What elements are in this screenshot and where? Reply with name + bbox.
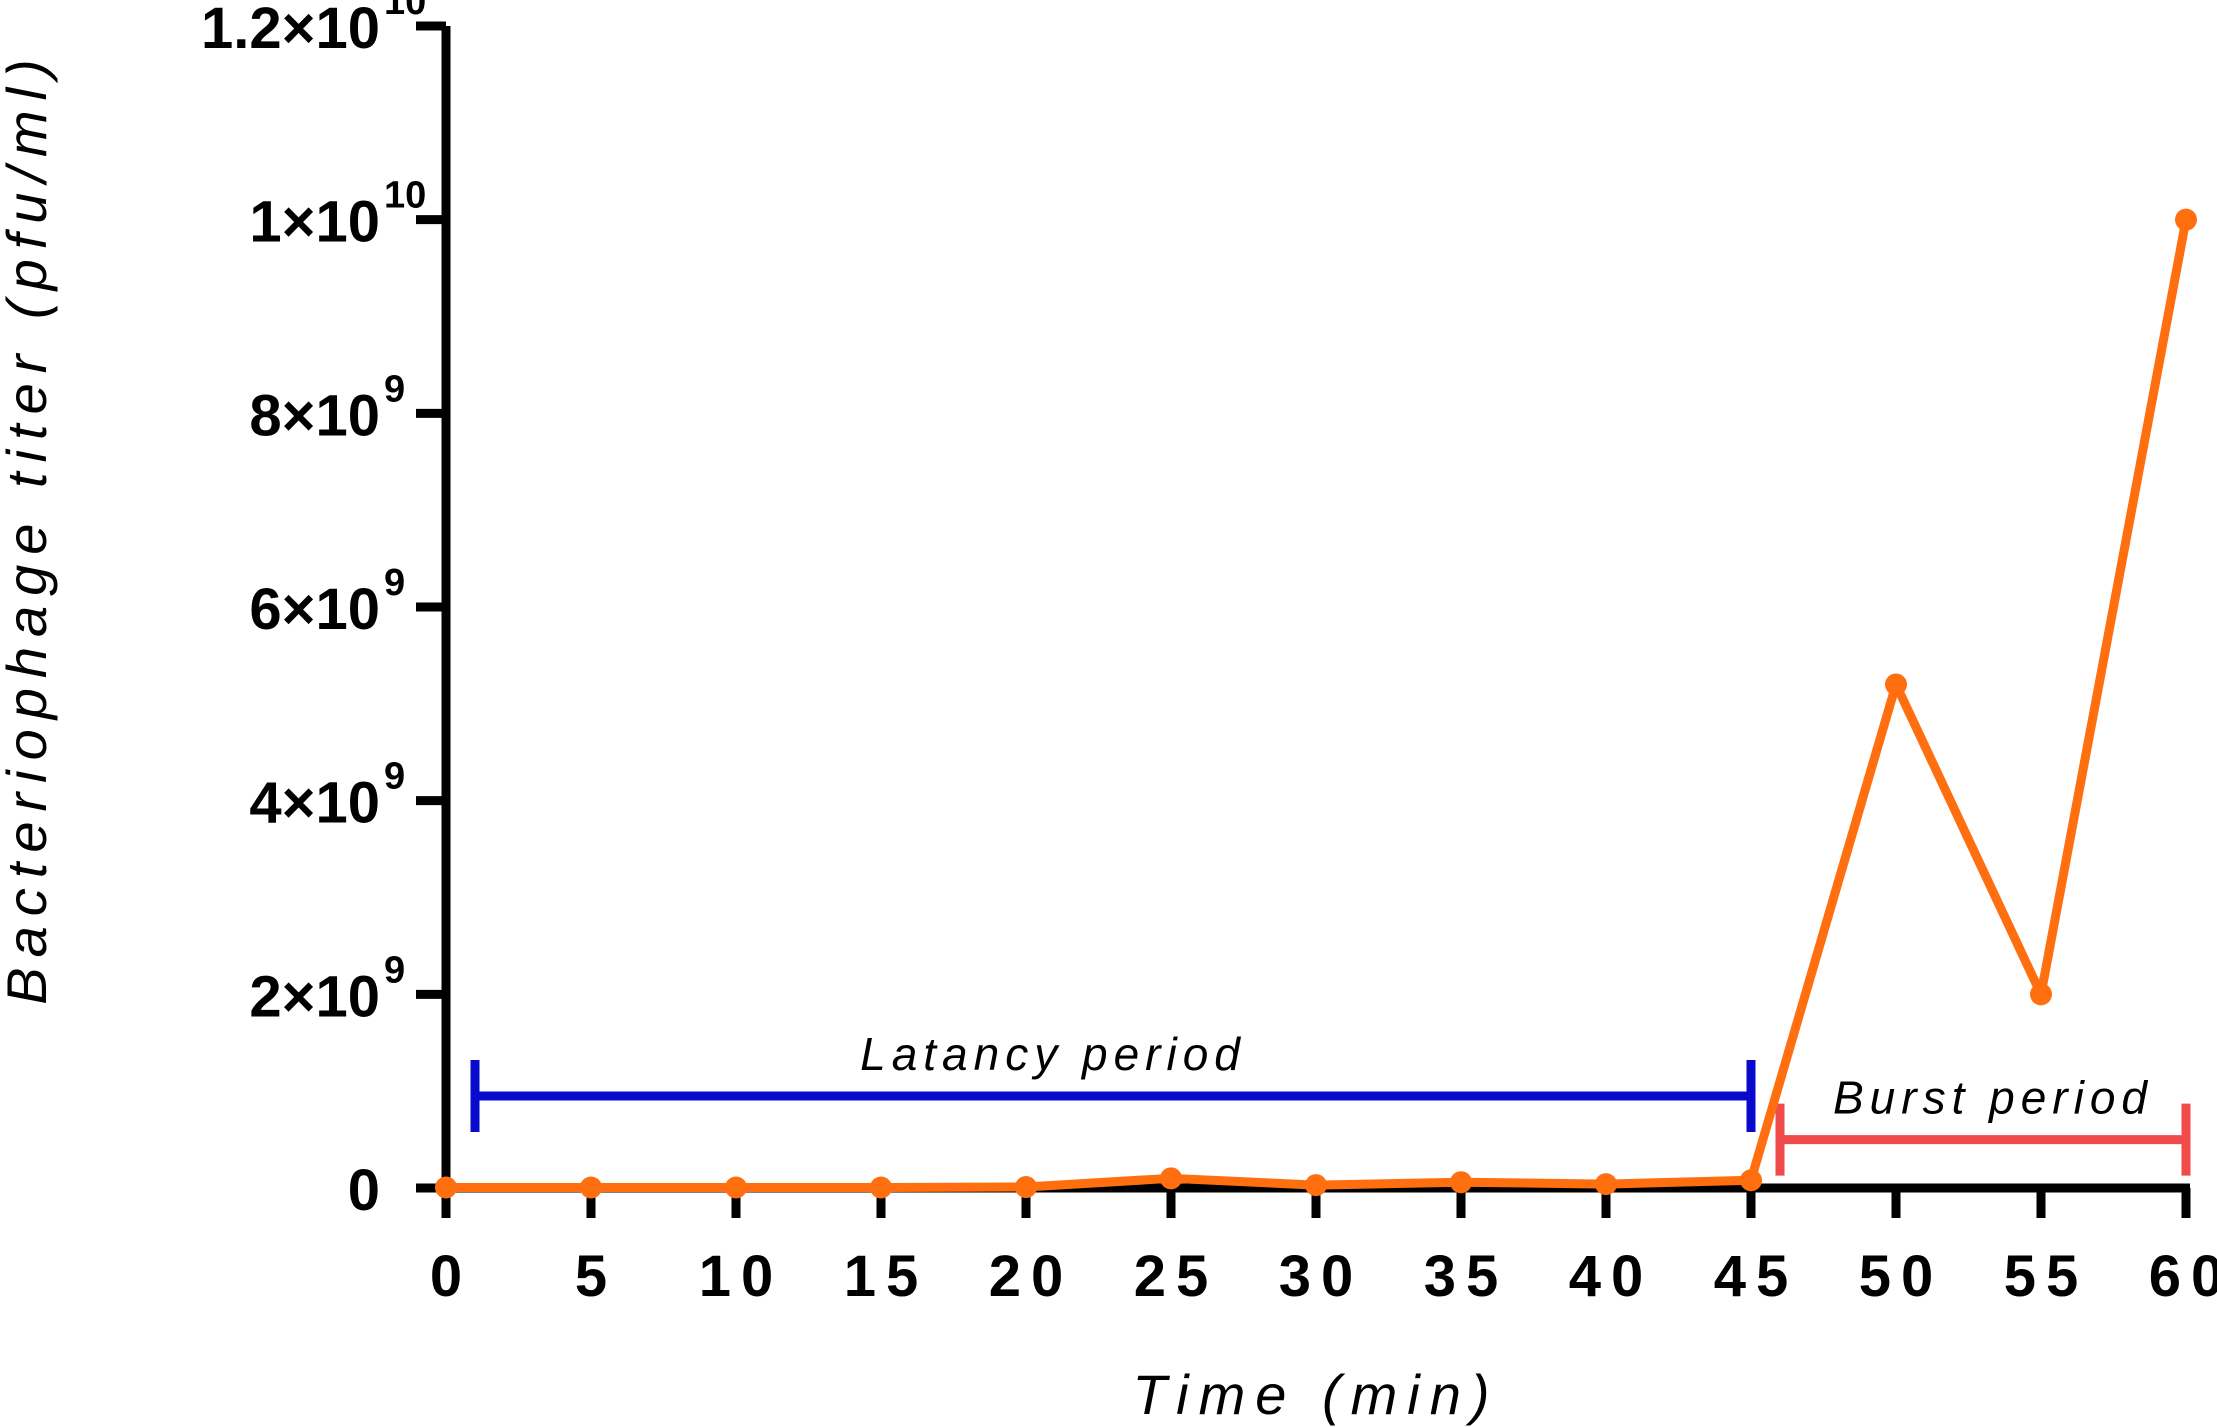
- y-tick-label: 6×10: [249, 577, 380, 642]
- y-tick-exponent: 9: [384, 949, 405, 991]
- data-point: [2175, 208, 2197, 231]
- burst-period-bracket: Burst period: [1775, 1072, 2191, 1176]
- y-axis-title: Bacteriophage titer (pfu/ml): [0, 49, 58, 1004]
- y-tick-exponent: 9: [384, 562, 405, 604]
- x-tick-label: 50: [1859, 1244, 1944, 1309]
- latency-period-bracket: Latancy period: [470, 1028, 1756, 1133]
- data-point: [1595, 1173, 1617, 1196]
- x-tick-label: 60: [2149, 1244, 2217, 1309]
- x-ticks: 0 5 10 15 20 25 30 35 40 45 50 55 60: [430, 1188, 2217, 1309]
- y-tick-label: 1.2×10: [201, 0, 380, 61]
- x-tick-label: 0: [430, 1244, 472, 1309]
- data-point: [1450, 1171, 1472, 1194]
- x-tick-label: 5: [575, 1244, 617, 1309]
- y-tick-label: 0: [348, 1158, 380, 1223]
- x-tick-label: 30: [1279, 1244, 1364, 1309]
- period-annotations: Latancy period Burst period: [470, 1028, 2191, 1176]
- x-tick-label: 10: [699, 1244, 784, 1309]
- y-tick-label: 4×10: [249, 771, 380, 836]
- data-point: [1885, 673, 1907, 696]
- y-tick-label: 1×10: [249, 190, 380, 255]
- x-tick-label: 15: [844, 1244, 929, 1309]
- x-axis-title: Time (min): [1132, 1363, 1499, 1426]
- y-tick-label: 8×10: [249, 383, 380, 448]
- y-tick-exponent: 10: [384, 0, 426, 23]
- data-point: [1160, 1167, 1182, 1190]
- data-point: [725, 1176, 747, 1199]
- annotation-label: Latancy period: [860, 1028, 1246, 1080]
- data-point: [1305, 1174, 1327, 1197]
- annotation-label: Burst period: [1833, 1072, 2153, 1124]
- series-group: [435, 208, 2197, 1199]
- data-point: [435, 1176, 457, 1199]
- y-tick-label: 2×10: [249, 964, 380, 1029]
- data-point: [1015, 1176, 1037, 1199]
- series-line: [446, 218, 2191, 1193]
- x-tick-label: 35: [1424, 1244, 1509, 1309]
- x-tick-label: 25: [1134, 1244, 1219, 1309]
- x-tick-label: 20: [989, 1244, 1074, 1309]
- data-point: [1740, 1169, 1762, 1192]
- data-point: [580, 1176, 602, 1199]
- y-tick-exponent: 9: [384, 756, 405, 798]
- data-point: [870, 1176, 892, 1199]
- x-tick-label: 45: [1714, 1244, 1799, 1309]
- data-point: [2030, 983, 2052, 1006]
- y-tick-exponent: 10: [384, 175, 426, 217]
- y-ticks: 02×10 94×10 96×10 98×10 91×10 101.2×10 10: [201, 0, 446, 1223]
- x-tick-label: 55: [2004, 1244, 2089, 1309]
- x-tick-label: 40: [1569, 1244, 1654, 1309]
- y-tick-exponent: 9: [384, 368, 405, 410]
